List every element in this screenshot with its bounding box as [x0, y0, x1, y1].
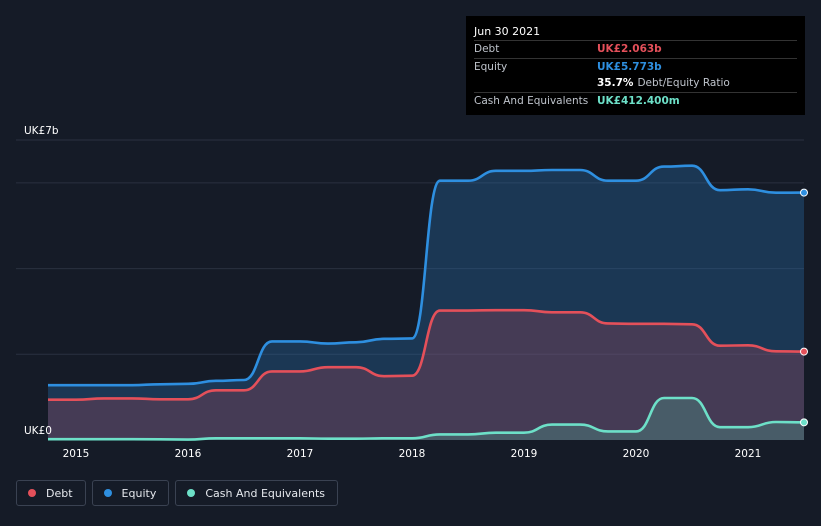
- series-end-markers: [800, 188, 808, 427]
- series-areas: [48, 165, 804, 440]
- area-equity: [48, 165, 804, 440]
- tooltip-cash-label: Cash And Equivalents: [474, 94, 589, 107]
- tooltip-debt-label: Debt: [474, 43, 500, 56]
- legend-label-equity: Equity: [121, 486, 157, 500]
- x-tick-label: 2020: [623, 448, 650, 460]
- tooltip-cash-row: Cash And Equivalents UK£412.400m: [474, 91, 797, 110]
- x-tick-label: 2019: [511, 448, 538, 460]
- legend: Debt Equity Cash And Equivalents: [16, 480, 338, 506]
- line-equity: [47, 164, 805, 387]
- end-marker-equity: [800, 188, 808, 197]
- x-axis-labels: 2015 2016 2017 2018 2019 2020 2021: [63, 448, 762, 460]
- gridlines: [16, 139, 804, 355]
- tooltip-ratio-label: Debt/Equity Ratio: [637, 77, 730, 90]
- line-debt: [47, 308, 805, 402]
- legend-dot-equity: [103, 489, 112, 497]
- area-cash-and-equivalents: [48, 398, 804, 440]
- legend-label-debt: Debt: [46, 486, 73, 500]
- tooltip-ratio-row: 35.7% Debt/Equity Ratio: [474, 75, 797, 92]
- x-tick-label: 2017: [287, 448, 314, 460]
- tooltip-debt-value: UK£2.063b: [597, 43, 662, 56]
- tooltip-ratio-value: 35.7%: [597, 77, 634, 90]
- x-tick-label: 2016: [175, 448, 202, 460]
- tooltip: Jun 30 2021 Debt UK£2.063b Equity UK£5.7…: [466, 16, 805, 115]
- area-debt: [48, 310, 804, 440]
- y-axis-labels: UK£7b UK£0: [24, 125, 59, 437]
- y-tick-label: UK£0: [24, 425, 52, 437]
- tooltip-date: Jun 30 2021: [474, 25, 541, 38]
- tooltip-cash-value: UK£412.400m: [597, 94, 680, 107]
- tooltip-equity-value: UK£5.773b: [597, 60, 662, 73]
- legend-label-cash: Cash And Equivalents: [205, 486, 325, 500]
- x-tick-label: 2018: [399, 448, 426, 460]
- end-marker-debt: [800, 347, 808, 356]
- debt-equity-chart: UK£7b UK£0 2015 2016 2017 2018 2019 2020 2021: [16, 125, 808, 460]
- tooltip-equity-row: Equity UK£5.773b: [474, 57, 797, 76]
- legend-item-debt[interactable]: Debt: [16, 480, 86, 506]
- series-lines: [47, 164, 805, 441]
- end-marker-cash-and-equivalents: [800, 418, 808, 427]
- legend-item-equity[interactable]: Equity: [91, 480, 170, 506]
- legend-dot-debt: [28, 489, 36, 497]
- line-cash-and-equivalents: [47, 396, 805, 441]
- y-tick-label: UK£7b: [24, 125, 59, 137]
- legend-dot-cash: [187, 489, 196, 497]
- x-tick-label: 2015: [63, 448, 90, 460]
- tooltip-equity-label: Equity: [474, 60, 508, 73]
- tooltip-debt-row: Debt UK£2.063b: [474, 40, 797, 58]
- x-tick-label: 2021: [735, 448, 762, 460]
- legend-item-cash[interactable]: Cash And Equivalents: [175, 480, 338, 506]
